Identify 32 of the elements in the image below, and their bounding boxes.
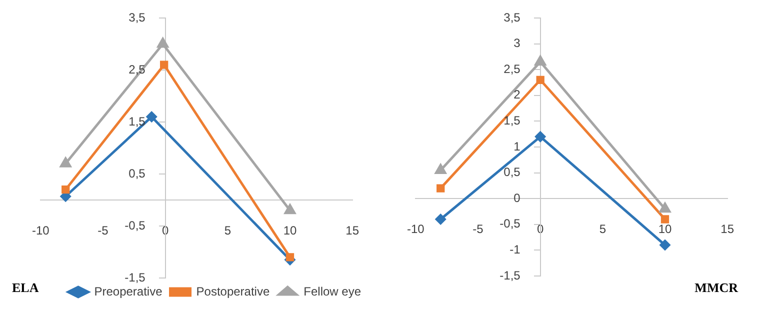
y-tick-label: 2,5 [504, 62, 521, 76]
y-tick-label: 3,5 [504, 10, 521, 24]
x-tick-label: -5 [472, 222, 484, 236]
y-tick-label: 1 [514, 139, 521, 154]
y-tick-label: 3,5 [128, 10, 146, 24]
x-tick-label: 10 [658, 222, 672, 236]
y-tick-label: 2,5 [128, 62, 146, 76]
x-tick-label: -10 [407, 222, 425, 236]
legend-label: Preoperative [94, 284, 163, 298]
legend-label: Fellow eye [304, 284, 362, 298]
x-tick-label: 5 [224, 224, 232, 238]
y-tick-label: -1,5 [500, 268, 521, 282]
y-tick-label: 0,5 [504, 165, 521, 180]
y-tick-label: -1 [510, 242, 521, 257]
y-tick-label: -1,5 [124, 270, 146, 284]
y-tick-label: -0,5 [500, 216, 521, 231]
y-tick-label: 1,5 [504, 114, 521, 128]
text: MMCR [694, 280, 738, 296]
text: ELA [12, 280, 39, 296]
x-tick-label: -10 [32, 224, 50, 238]
y-tick-label: 1,5 [128, 114, 146, 128]
x-tick-label: 15 [720, 222, 734, 236]
y-tick-label: -0,5 [124, 218, 146, 232]
y-tick-label: 2 [514, 88, 521, 102]
x-tick-label: 10 [283, 224, 297, 238]
x-tick-label: -5 [98, 224, 109, 238]
legend-label: Postoperative [196, 284, 270, 298]
x-tick-label: 5 [599, 222, 606, 236]
y-tick-label: 3 [514, 36, 521, 50]
y-tick-label: 0 [514, 190, 521, 205]
y-tick-label: 0,5 [128, 166, 146, 180]
x-tick-label: 15 [346, 224, 360, 238]
